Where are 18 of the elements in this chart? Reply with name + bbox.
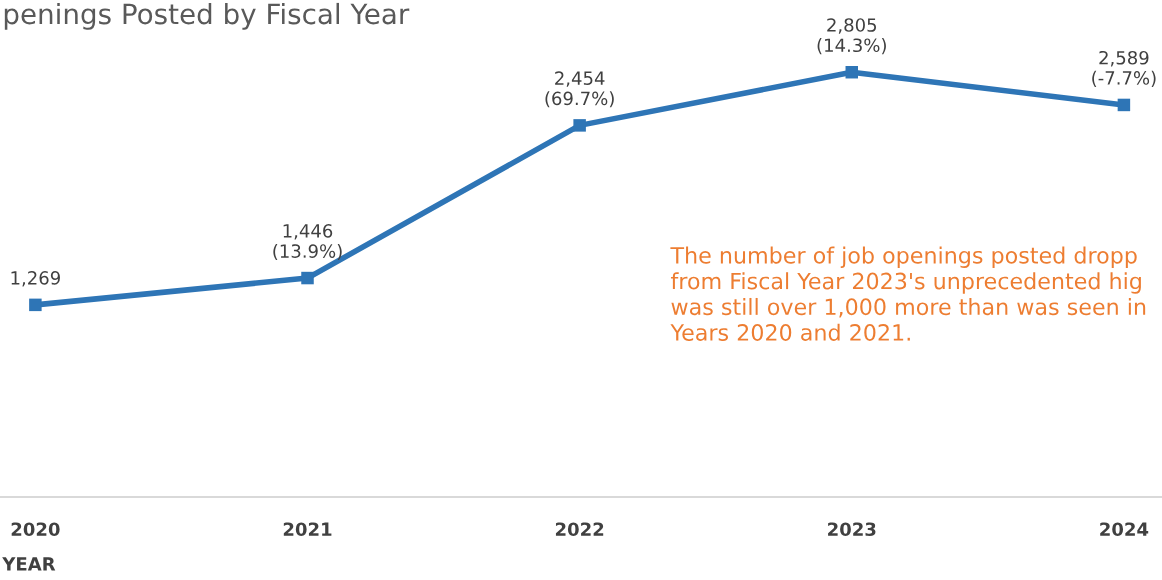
point — [1117, 98, 1131, 112]
point — [573, 119, 586, 132]
data-label: 1,269 — [11, 271, 60, 287]
point — [29, 298, 42, 312]
data-label: 2,454 (69.7%) — [545, 71, 614, 108]
x-axis-title: YEAR — [2, 557, 56, 571]
point — [301, 271, 314, 285]
annotation: The number of job openings posted dropp from Fiscal Year 2023's unprecedented hig was still over 1,000 more than was seen in Years 2020 and 2021. — [670, 246, 1146, 341]
x-tick-label: 2023 — [828, 522, 876, 537]
data-label: 2,805 (14.3%) — [817, 18, 886, 55]
chart-title: penings Posted by Fiscal Year — [4, 2, 410, 30]
x-tick-label: 2024 — [1100, 522, 1149, 537]
point — [845, 65, 859, 79]
x-tick-label: 2021 — [283, 522, 332, 537]
data-label: 2,589 (-7.7%) — [1092, 50, 1156, 87]
data-label: 1,446 (13.9%) — [273, 224, 342, 261]
x-tick-label: 2022 — [555, 522, 604, 537]
x-tick-label: 2020 — [11, 522, 60, 537]
